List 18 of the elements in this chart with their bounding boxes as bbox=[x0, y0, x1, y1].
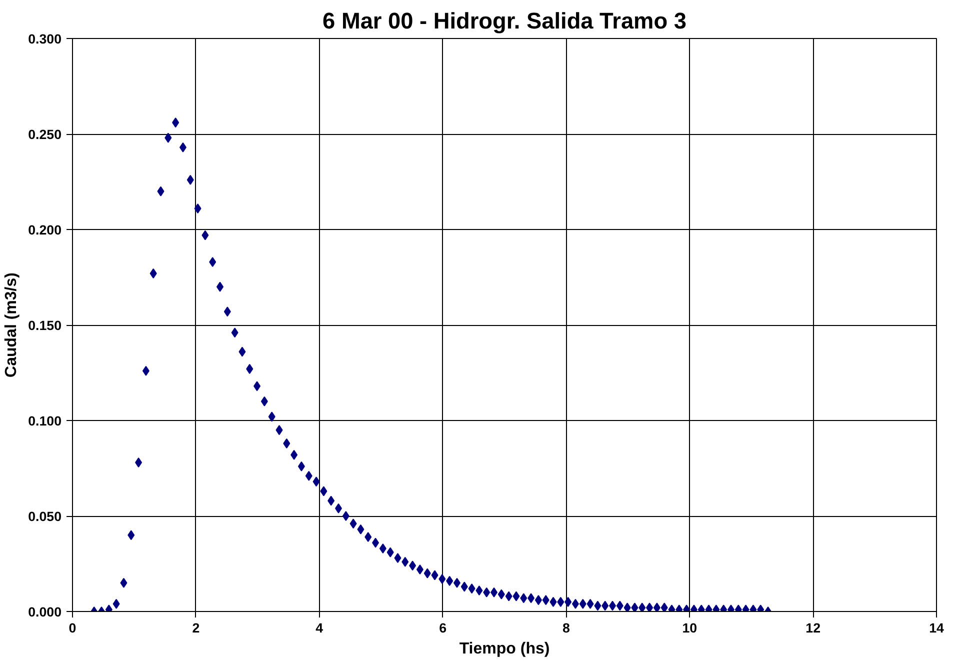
x-tick-label: 14 bbox=[929, 620, 944, 636]
y-tick-label: 0.200 bbox=[28, 222, 62, 238]
y-tick-label: 0.300 bbox=[28, 32, 62, 46]
x-axis-title: Tiempo (hs) bbox=[459, 640, 550, 658]
y-tick-label: 0.000 bbox=[28, 604, 62, 620]
x-tick-label: 2 bbox=[192, 620, 200, 636]
y-axis-title: Caudal (m3/s) bbox=[3, 272, 20, 378]
y-tick-label: 0.100 bbox=[28, 414, 62, 428]
x-tick-label: 4 bbox=[316, 620, 324, 636]
x-tick-label: 0 bbox=[68, 620, 76, 636]
y-tick-label: 0.250 bbox=[28, 127, 62, 142]
y-tick-label: 0.050 bbox=[28, 509, 62, 524]
x-tick-label: 6 bbox=[439, 620, 446, 636]
x-tick-label: 8 bbox=[562, 620, 570, 636]
x-tick-label: 10 bbox=[682, 620, 698, 636]
chart-title: 6 Mar 00 - Hidrogr. Salida Tramo 3 bbox=[322, 8, 686, 34]
x-tick-label: 12 bbox=[806, 620, 820, 636]
y-tick-label: 0.150 bbox=[28, 318, 62, 333]
